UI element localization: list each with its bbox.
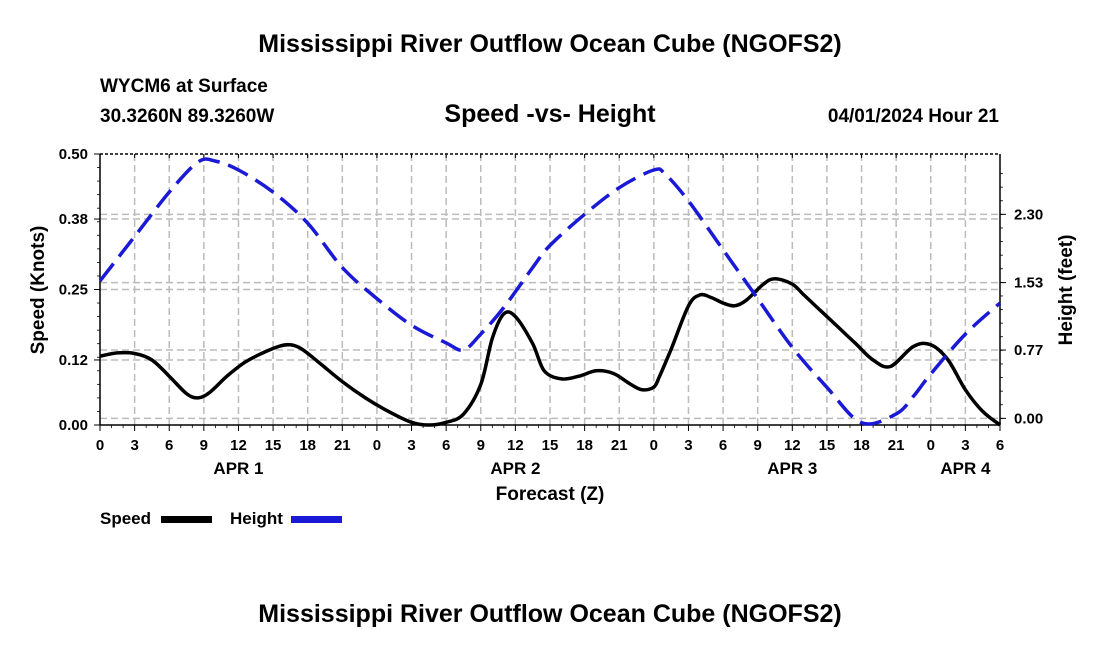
x-tick-label: 21 (611, 437, 628, 454)
station-coords: 30.3260N 89.3260W (100, 106, 275, 127)
y-tick-label: 0.00 (59, 417, 88, 434)
x-tick-label: 3 (130, 437, 138, 454)
x-tick-label: 15 (542, 437, 559, 454)
y2-tick-label: 0.77 (1014, 342, 1043, 359)
y2-tick-label: 0.00 (1014, 410, 1043, 427)
height-series-line (98, 157, 1002, 426)
x-tick-label: 6 (996, 437, 1004, 454)
y-tick-label: 0.12 (59, 352, 88, 369)
x-tick-label: 6 (442, 437, 450, 454)
x-tick-label: 0 (650, 437, 658, 454)
x-tick-label: 0 (927, 437, 935, 454)
y2-axis-title: Height (feet) (1056, 235, 1077, 346)
legend-speed-swatch (161, 516, 212, 523)
x-tick-label: 6 (719, 437, 727, 454)
legend-height-swatch (291, 516, 342, 523)
page-title: Mississippi River Outflow Ocean Cube (NG… (258, 30, 842, 58)
x-tick-label: 3 (961, 437, 969, 454)
forecast-datetime: 04/01/2024 Hour 21 (827, 106, 999, 127)
x-tick-label: 9 (477, 437, 485, 454)
x-tick-label: 15 (265, 437, 282, 454)
x-day-label: APR 1 (213, 459, 263, 478)
x-axis-title: Forecast (Z) (496, 484, 605, 505)
y2-tick-label: 1.53 (1014, 275, 1043, 292)
x-tick-label: 12 (230, 437, 247, 454)
x-tick-label: 21 (334, 437, 351, 454)
x-tick-label: 0 (96, 437, 104, 454)
speed-series-line (99, 276, 1002, 427)
x-tick-label: 12 (507, 437, 524, 454)
y-tick-label: 0.25 (59, 282, 88, 299)
x-tick-label: 18 (299, 437, 316, 454)
legend-speed-label: Speed (100, 509, 152, 528)
x-tick-label: 3 (407, 437, 415, 454)
footer-title: Mississippi River Outflow Ocean Cube (NG… (258, 600, 842, 628)
chart-subtitle: Speed -vs- Height (444, 100, 656, 128)
station-label: WYCM6 at Surface (100, 76, 268, 97)
y-axis-title: Speed (Knots) (28, 226, 49, 355)
x-tick-label: 6 (165, 437, 173, 454)
x-tick-label: 0 (373, 437, 381, 454)
x-tick-label: 3 (684, 437, 692, 454)
x-day-label: APR 3 (767, 459, 817, 478)
x-day-label: APR 2 (490, 459, 540, 478)
x-tick-label: 15 (819, 437, 836, 454)
x-tick-label: 18 (853, 437, 870, 454)
x-tick-label: 21 (888, 437, 905, 454)
legend-height-label: Height (230, 509, 283, 528)
x-tick-label: 9 (200, 437, 208, 454)
y-tick-label: 0.50 (59, 146, 88, 163)
x-day-label: APR 4 (940, 459, 991, 478)
x-tick-label: 9 (754, 437, 762, 454)
x-tick-label: 12 (784, 437, 801, 454)
x-tick-label: 18 (576, 437, 593, 454)
y-tick-label: 0.38 (59, 211, 88, 228)
y2-tick-label: 2.30 (1014, 206, 1043, 223)
